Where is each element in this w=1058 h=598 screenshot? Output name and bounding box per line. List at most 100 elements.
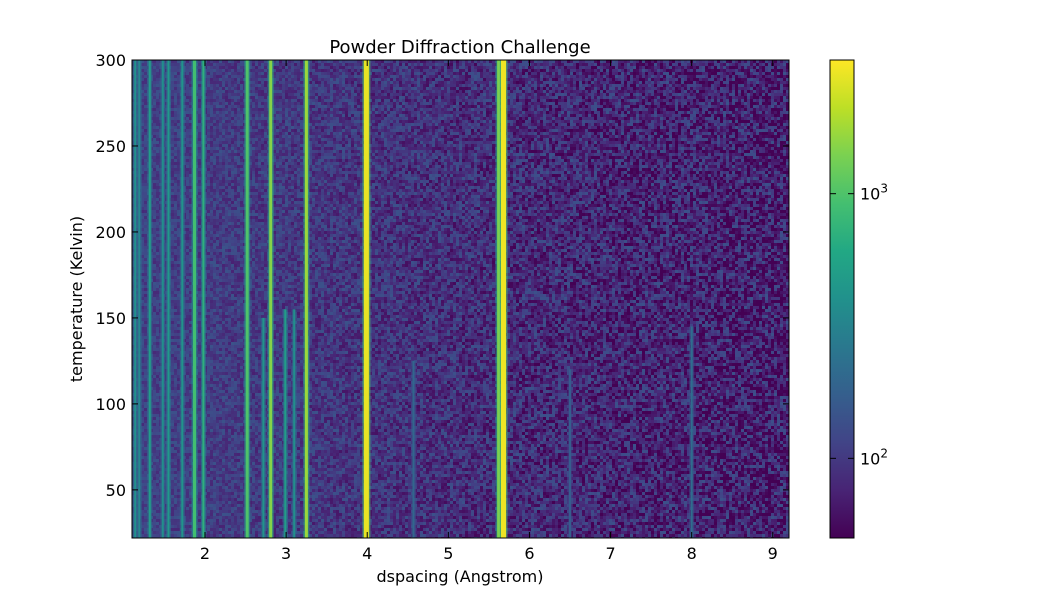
heatmap-cell [177,513,180,516]
heatmap-cell [177,456,180,459]
heatmap-cell [174,141,177,144]
heatmap-cell [225,66,228,69]
heatmap-cell [186,108,189,111]
heatmap-cell [177,111,180,114]
heatmap-cell [222,189,225,192]
heatmap-cell [174,249,177,252]
heatmap-cell [210,414,213,417]
heatmap-cell [207,507,210,510]
heatmap-cell [153,258,156,261]
heatmap-cell [216,465,219,468]
heatmap-cell [153,201,156,204]
heatmap-cell [156,519,159,522]
heatmap-cell [177,99,180,102]
heatmap-cell [210,150,213,153]
heatmap-cell [171,516,174,519]
heatmap-cell [177,372,180,375]
heatmap-cell [210,114,213,117]
heatmap-cell [144,507,147,510]
heatmap-cell [186,69,189,72]
heatmap-cell [177,414,180,417]
heatmap-cell [216,189,219,192]
heatmap-cell [144,171,147,174]
heatmap-cell [207,132,210,135]
heatmap-cell [156,516,159,519]
heatmap-cell [216,126,219,129]
heatmap-cell [216,147,219,150]
heatmap-cell [222,504,225,507]
heatmap-cell [153,507,156,510]
heatmap-cell [219,228,222,231]
heatmap-cell [174,360,177,363]
heatmap-cell [156,240,159,243]
heatmap-cell [156,456,159,459]
heatmap-cell [213,66,216,69]
heatmap-cell [219,474,222,477]
heatmap-cell [186,243,189,246]
heatmap-cell [210,474,213,477]
heatmap-cell [222,378,225,381]
heatmap-cell [156,87,159,90]
heatmap-cell [171,78,174,81]
heatmap-cell [144,399,147,402]
heatmap-cell [213,93,216,96]
heatmap-cell [156,369,159,372]
heatmap-cell [171,162,174,165]
heatmap-cell [153,423,156,426]
heatmap-cell [186,486,189,489]
heatmap-cell [186,75,189,78]
heatmap-cell [153,216,156,219]
heatmap-cell [222,294,225,297]
heatmap-cell [210,393,213,396]
heatmap-cell [171,225,174,228]
heatmap-cell [213,138,216,141]
heatmap-cell [219,207,222,210]
heatmap-cell [210,108,213,111]
heatmap-cell [174,375,177,378]
heatmap-cell [174,192,177,195]
heatmap-cell [198,438,201,441]
heatmap-cell [213,414,216,417]
heatmap-cell [156,201,159,204]
heatmap-cell [222,108,225,111]
heatmap-cell [225,75,228,78]
heatmap-cell [210,378,213,381]
heatmap-cell [144,240,147,243]
heatmap-cell [222,366,225,369]
heatmap-cell [222,435,225,438]
heatmap-cell [174,132,177,135]
heatmap-cell [207,405,210,408]
heatmap-cell [216,402,219,405]
heatmap-cell [153,516,156,519]
heatmap-cell [144,162,147,165]
heatmap-cell [207,141,210,144]
heatmap-cell [222,126,225,129]
heatmap-cell [177,63,180,66]
heatmap-cell [213,177,216,180]
heatmap-cell [213,243,216,246]
heatmap-cell [216,297,219,300]
heatmap-cell [210,318,213,321]
heatmap-cell [153,336,156,339]
heatmap-cell [225,144,228,147]
heatmap-cell [144,183,147,186]
heatmap-cell [144,432,147,435]
heatmap-cell [186,84,189,87]
heatmap-cell [222,237,225,240]
heatmap-cell [219,462,222,465]
heatmap-cell [222,267,225,270]
heatmap-cell [210,219,213,222]
heatmap-cell [207,219,210,222]
heatmap-cell [156,111,159,114]
heatmap-cell [207,207,210,210]
heatmap-cell [156,435,159,438]
heatmap-cell [156,465,159,468]
heatmap-cell [222,219,225,222]
heatmap-cell [216,375,219,378]
heatmap-cell [213,249,216,252]
heatmap-cell [153,366,156,369]
heatmap-cell [174,303,177,306]
heatmap-cell [207,435,210,438]
heatmap-cell [198,480,201,483]
heatmap-cell [156,177,159,180]
